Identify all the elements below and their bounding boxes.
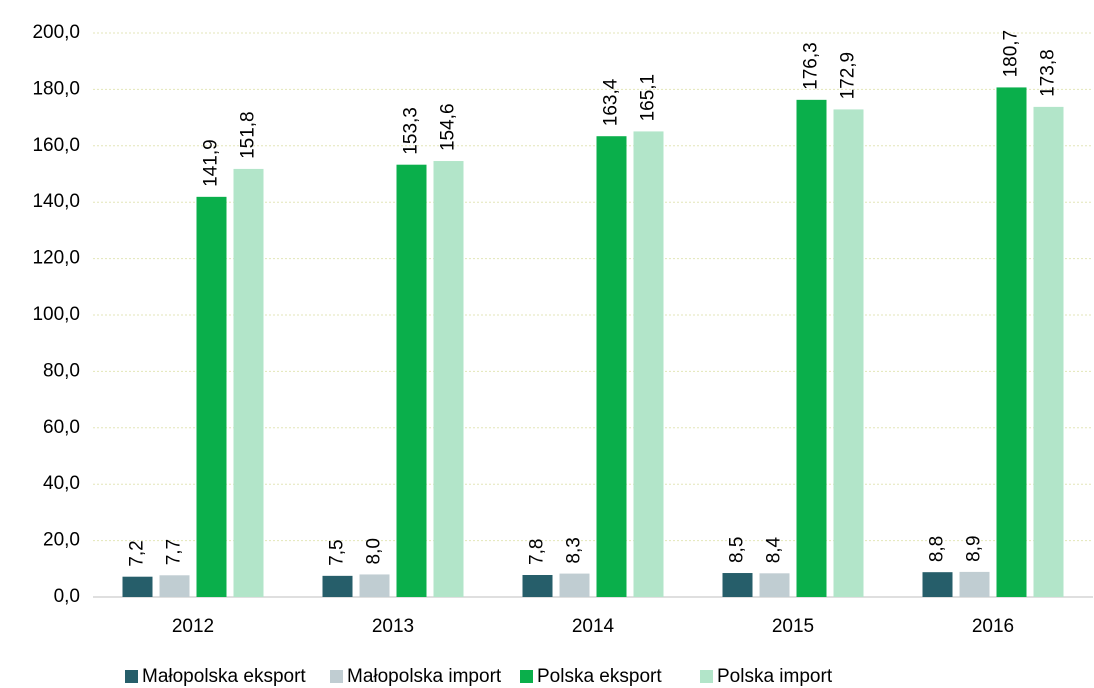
bar bbox=[322, 575, 353, 597]
bar bbox=[596, 136, 627, 597]
bar bbox=[796, 99, 827, 598]
data-label: 180,7 bbox=[1001, 30, 1022, 78]
x-tick-label: 2016 bbox=[972, 616, 1014, 637]
bar bbox=[633, 131, 664, 597]
bar bbox=[359, 574, 390, 597]
bar bbox=[559, 573, 590, 597]
y-tick-label: 120,0 bbox=[32, 248, 80, 269]
y-tick-label: 200,0 bbox=[32, 22, 80, 43]
data-label: 7,8 bbox=[527, 539, 548, 565]
x-tick-label: 2013 bbox=[372, 616, 414, 637]
x-tick-label: 2012 bbox=[172, 616, 214, 637]
data-label: 8,4 bbox=[764, 536, 785, 563]
x-tick-label: 2014 bbox=[572, 616, 615, 637]
bar bbox=[396, 164, 427, 597]
data-label: 172,9 bbox=[838, 52, 859, 100]
bar bbox=[233, 168, 264, 597]
bar bbox=[159, 575, 190, 597]
bar bbox=[433, 161, 464, 597]
data-label: 141,9 bbox=[201, 139, 222, 187]
data-label: 163,4 bbox=[601, 78, 622, 126]
bar bbox=[122, 576, 153, 597]
data-label: 8,3 bbox=[564, 537, 585, 563]
y-tick-label: 180,0 bbox=[32, 78, 80, 99]
y-tick-label: 60,0 bbox=[43, 417, 80, 438]
y-tick-label: 100,0 bbox=[32, 304, 80, 325]
y-tick-label: 160,0 bbox=[32, 135, 80, 156]
bar bbox=[922, 572, 953, 597]
data-label: 7,2 bbox=[127, 540, 148, 566]
legend-swatch bbox=[330, 670, 343, 683]
bar bbox=[722, 573, 753, 597]
legend-swatch bbox=[125, 670, 138, 683]
legend-label: Polska import bbox=[717, 666, 833, 687]
bar bbox=[959, 571, 990, 597]
data-label: 8,5 bbox=[727, 537, 748, 563]
y-tick-label: 80,0 bbox=[43, 360, 80, 381]
data-label: 173,8 bbox=[1038, 49, 1059, 97]
bar bbox=[833, 109, 864, 597]
legend-swatch bbox=[520, 670, 533, 683]
data-label: 176,3 bbox=[801, 42, 822, 90]
y-tick-label: 0,0 bbox=[54, 586, 80, 607]
data-label: 7,7 bbox=[164, 539, 185, 565]
bar bbox=[996, 87, 1027, 598]
legend-label: Polska eksport bbox=[537, 666, 662, 687]
y-tick-label: 40,0 bbox=[43, 473, 80, 494]
data-label: 153,3 bbox=[401, 107, 422, 155]
bar bbox=[196, 196, 227, 598]
legend-label: Małopolska import bbox=[347, 666, 502, 687]
data-label: 151,8 bbox=[238, 111, 259, 159]
data-label: 165,1 bbox=[638, 74, 659, 122]
legend-swatch bbox=[700, 670, 713, 683]
bar bbox=[1033, 106, 1064, 597]
x-tick-label: 2015 bbox=[772, 616, 814, 637]
data-label: 7,5 bbox=[327, 539, 348, 565]
data-label: 8,9 bbox=[964, 535, 985, 561]
bar bbox=[522, 575, 553, 597]
y-tick-label: 140,0 bbox=[32, 191, 80, 212]
data-label: 8,8 bbox=[927, 536, 948, 562]
y-tick-label: 20,0 bbox=[43, 530, 80, 551]
legend-label: Małopolska eksport bbox=[142, 666, 306, 687]
data-label: 154,6 bbox=[438, 103, 459, 151]
bar bbox=[759, 573, 790, 597]
data-label: 8,0 bbox=[364, 538, 385, 564]
